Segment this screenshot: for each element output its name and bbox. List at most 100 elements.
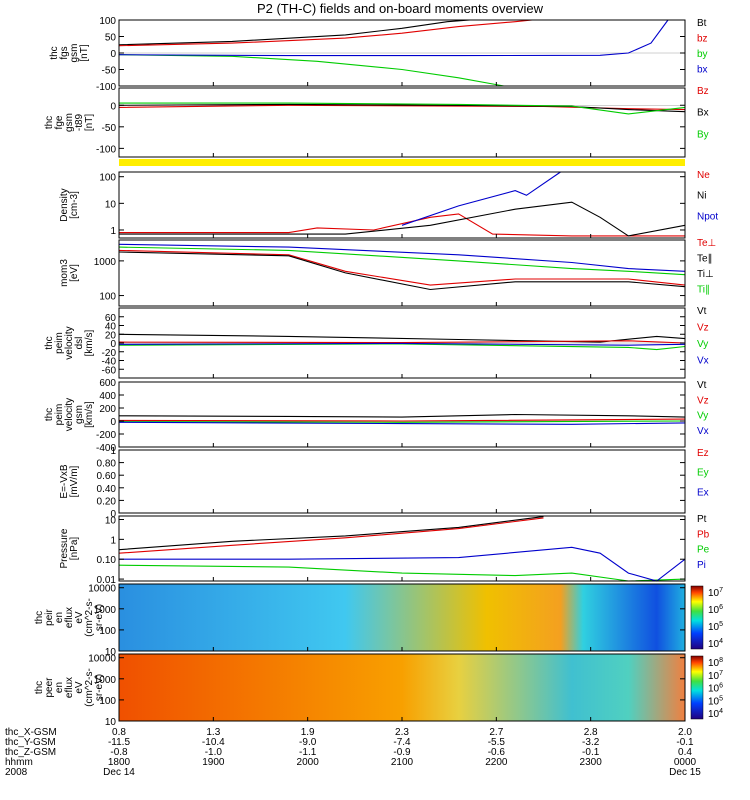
y-tick-label: -40 bbox=[102, 357, 117, 368]
legend-Bt: Bt bbox=[697, 18, 707, 29]
panel-frame bbox=[118, 239, 686, 307]
panel-8: Pt Pb Pe Pi 0.01 0.10 1 10 Pressure [nPa] bbox=[59, 514, 710, 586]
y-axis-label: [nPa] bbox=[69, 537, 80, 561]
x-tick-label: -0.1 bbox=[676, 737, 694, 748]
series-line-Ni bbox=[119, 201, 686, 237]
y-tick-label: 100 bbox=[99, 696, 116, 707]
x-tick-label: 2.0 bbox=[678, 727, 692, 738]
y-tick-label: 0 bbox=[110, 339, 116, 350]
y-axis-label: gsm bbox=[69, 44, 80, 63]
series-line-Pi bbox=[119, 546, 686, 582]
series-line-Vt bbox=[118, 413, 686, 418]
y-tick-label: 0 bbox=[110, 101, 116, 112]
x-tick-label: 1800 bbox=[108, 757, 131, 768]
x-tick-label: 2300 bbox=[580, 757, 603, 768]
y-axis-label: sr-eV) bbox=[94, 674, 105, 701]
y-tick-label: 1000 bbox=[94, 675, 117, 686]
y-tick-label: -100 bbox=[96, 82, 116, 93]
panel-frame bbox=[118, 515, 686, 582]
series-line-Ti∥ bbox=[118, 246, 686, 276]
legend-Pe: Pe bbox=[697, 545, 710, 556]
y-axis-label: peim bbox=[54, 404, 65, 426]
y-axis-label: [nT] bbox=[79, 44, 90, 61]
legend-Te∥: Te∥ bbox=[697, 254, 713, 265]
x-tick-label: 1.9 bbox=[301, 727, 315, 738]
y-tick-label: 1 bbox=[110, 446, 116, 457]
y-tick-label: -60 bbox=[102, 365, 117, 376]
x-tick-label: Dec 15 bbox=[669, 767, 701, 778]
x-tick-label: -0.8 bbox=[110, 747, 128, 758]
colorbar-scale bbox=[690, 655, 704, 720]
y-axis-label: thc bbox=[44, 408, 55, 421]
y-axis-label: thc bbox=[34, 611, 45, 624]
flag-bar bbox=[119, 159, 685, 166]
colorbar-tick-label: 107 bbox=[708, 587, 723, 599]
y-axis-label: [nT] bbox=[84, 114, 95, 131]
series-line-Te⊥ bbox=[118, 249, 686, 286]
legend-Bx: Bx bbox=[697, 108, 709, 119]
legend-Vx: Vx bbox=[697, 426, 709, 437]
y-tick-label: 100 bbox=[99, 173, 116, 184]
series-line-Vt bbox=[118, 333, 686, 343]
series-line-bx bbox=[118, 19, 669, 57]
legend-Vt: Vt bbox=[697, 380, 707, 391]
series-line-Ti⊥ bbox=[118, 243, 686, 272]
series-line-Pb bbox=[118, 517, 544, 554]
x-tick-label: -9.0 bbox=[299, 737, 317, 748]
y-axis-label: en bbox=[54, 682, 65, 693]
y-axis-label: peim bbox=[54, 332, 65, 354]
legend-Pb: Pb bbox=[697, 529, 710, 540]
y-tick-label: 10 bbox=[105, 199, 117, 210]
y-tick-label: -50 bbox=[102, 123, 117, 134]
y-axis-label: eV bbox=[74, 681, 85, 694]
x-tick-label: -3.2 bbox=[582, 737, 600, 748]
y-axis-label: Pressure bbox=[59, 528, 70, 568]
x-tick-label: 0.4 bbox=[678, 747, 692, 758]
colorbar-tick-label: 108 bbox=[708, 657, 723, 669]
y-tick-label: 0 bbox=[110, 509, 116, 520]
x-tick-label: -1.0 bbox=[205, 747, 223, 758]
legend-Ez: Ez bbox=[697, 448, 709, 459]
y-axis-label: eflux bbox=[64, 677, 75, 698]
y-axis-label: eV bbox=[74, 611, 85, 624]
spectrogram bbox=[119, 584, 685, 651]
y-tick-label: 0.60 bbox=[97, 471, 117, 482]
series-line-Bx bbox=[118, 103, 686, 113]
x-row-label: hhmm bbox=[5, 757, 33, 768]
y-axis-label: thc bbox=[44, 336, 55, 349]
y-tick-label: 100 bbox=[99, 626, 116, 637]
y-tick-label: -200 bbox=[96, 430, 116, 441]
panel-6: Vt Vz Vy Vx -400 -200 0 200 400 600 thc peim velocit… bbox=[44, 378, 709, 454]
legend-Ne: Ne bbox=[697, 170, 710, 181]
legend-Te⊥: Te⊥ bbox=[697, 238, 716, 249]
y-tick-label: 0.20 bbox=[97, 496, 117, 507]
y-tick-label: -400 bbox=[96, 443, 116, 454]
x-tick-label: 2100 bbox=[391, 757, 414, 768]
colorbar-tick-label: 104 bbox=[708, 638, 723, 650]
x-tick-label: -11.5 bbox=[108, 737, 130, 748]
y-tick-label: 1 bbox=[110, 535, 116, 546]
series-line-Pt bbox=[118, 516, 544, 551]
y-axis-label: [mV/m] bbox=[69, 465, 80, 497]
series-line-Bt bbox=[118, 19, 470, 46]
legend-Vy: Vy bbox=[697, 411, 708, 422]
colorbar-tick-exponent: 8 bbox=[719, 657, 723, 664]
x-tick-label: 1900 bbox=[202, 757, 225, 768]
spectrogram bbox=[119, 654, 685, 721]
y-tick-label: 0.80 bbox=[97, 459, 117, 470]
panel-3: Ne Ni Npot 1 10 100 Density [cm-3] bbox=[59, 170, 718, 239]
legend-Vz: Vz bbox=[697, 323, 709, 334]
legend-Ni: Ni bbox=[697, 191, 706, 202]
colorbar-tick-label: 106 bbox=[708, 604, 723, 616]
y-axis-label: velocity bbox=[64, 398, 75, 431]
legend-Vz: Vz bbox=[697, 395, 709, 406]
y-tick-label: -20 bbox=[102, 348, 117, 359]
y-tick-label: 50 bbox=[105, 33, 117, 44]
y-tick-label: 100 bbox=[99, 16, 116, 27]
series-line-Npot bbox=[401, 171, 561, 226]
legend-By: By bbox=[697, 129, 709, 140]
x-tick-label: -10.4 bbox=[202, 737, 225, 748]
x-tick-label: 1.3 bbox=[206, 727, 220, 738]
x-tick-label: -1.1 bbox=[299, 747, 317, 758]
